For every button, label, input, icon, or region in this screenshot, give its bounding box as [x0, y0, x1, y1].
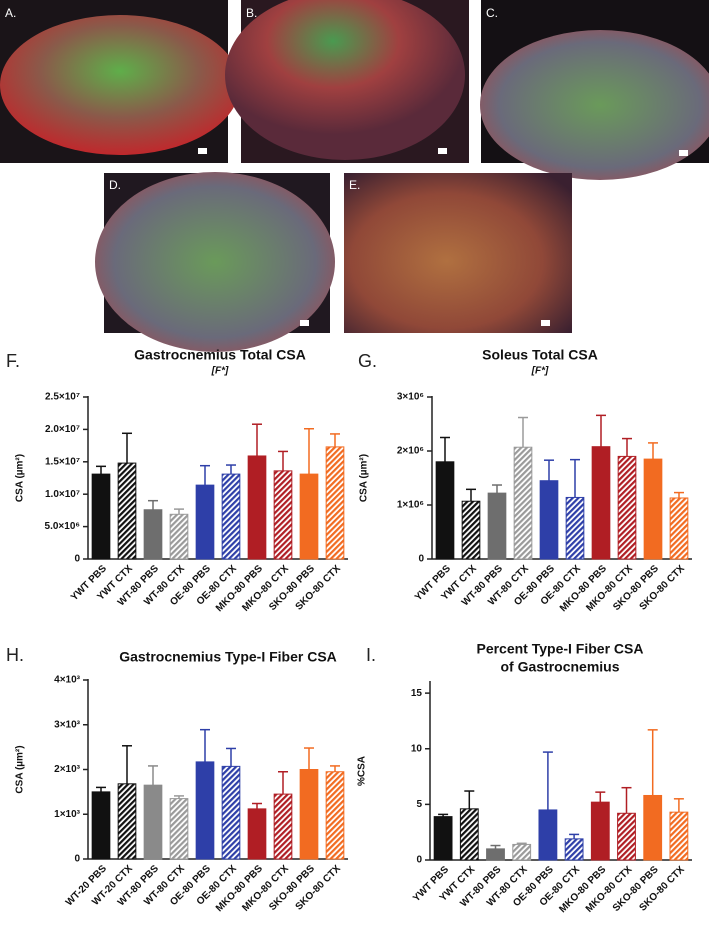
- tissue: [95, 172, 335, 352]
- bar: [617, 812, 636, 861]
- bar: [564, 838, 584, 861]
- panel-label: E.: [349, 178, 360, 192]
- bar: [169, 798, 189, 860]
- y-tick-label: 5: [416, 799, 422, 810]
- panel-label: I.: [366, 645, 376, 665]
- y-tick-label: 0: [416, 855, 422, 866]
- panel-label: C.: [486, 6, 498, 20]
- bar: [273, 470, 293, 560]
- tissue: [480, 30, 709, 180]
- tissue: [0, 15, 240, 155]
- chart-subtitle: [F*]: [531, 366, 549, 377]
- y-tick-label: 1×10⁶: [397, 500, 424, 511]
- bar: [325, 771, 345, 860]
- scale-bar: [300, 320, 309, 326]
- bar: [247, 455, 267, 560]
- scale-bar: [438, 148, 447, 154]
- scale-bar: [541, 320, 550, 326]
- bar: [539, 480, 559, 560]
- chart-title: of Gastrocnemius: [500, 659, 619, 675]
- panel-label: F.: [6, 351, 20, 371]
- bar: [169, 513, 189, 560]
- y-tick-label: 2.5×10⁷: [45, 392, 80, 403]
- tissue: [225, 0, 465, 160]
- y-tick-label: 1.0×10⁷: [45, 489, 80, 500]
- y-tick-label: 4×10³: [54, 675, 81, 686]
- bar: [221, 765, 241, 860]
- y-tick-label: 15: [411, 688, 423, 699]
- bar: [299, 473, 319, 560]
- bar: [513, 446, 533, 560]
- bar: [512, 843, 532, 861]
- scale-bar: [679, 150, 688, 156]
- panel-label: B.: [246, 6, 257, 20]
- bar: [117, 462, 137, 560]
- chart-title: Gastrocnemius Total CSA: [134, 347, 306, 363]
- y-axis-label: CSA (µm²): [359, 454, 370, 502]
- bar: [91, 791, 111, 860]
- chart-subtitle: [F*]: [211, 366, 229, 377]
- y-axis-label: CSA (µm²): [15, 454, 26, 502]
- bar: [669, 811, 689, 861]
- panel-label: A.: [5, 6, 16, 20]
- panel-label: G.: [358, 351, 377, 371]
- y-axis-label: CSA (µm²): [15, 745, 26, 793]
- bar: [487, 492, 507, 560]
- micrographs: A. B. C. D. E.: [0, 0, 709, 352]
- y-tick-label: 0: [74, 554, 80, 565]
- bar: [91, 473, 111, 560]
- bar: [590, 801, 610, 861]
- bar: [117, 783, 137, 860]
- scale-bar: [198, 148, 207, 154]
- y-tick-label: 5.0×10⁶: [45, 521, 80, 532]
- y-tick-label: 0: [418, 554, 424, 565]
- panel-label: H.: [6, 645, 24, 665]
- bar: [591, 446, 611, 560]
- chart-title: Soleus Total CSA: [482, 347, 598, 363]
- bar: [247, 808, 267, 860]
- y-tick-label: 1×10³: [54, 809, 81, 820]
- bar: [143, 784, 163, 860]
- bar: [617, 455, 637, 560]
- bar: [195, 761, 215, 860]
- y-tick-label: 2×10⁶: [397, 446, 424, 457]
- bar: [221, 473, 241, 560]
- y-axis-label: %CSA: [357, 756, 368, 786]
- image: [344, 173, 572, 333]
- chart-title: Percent Type-I Fiber CSA: [476, 641, 643, 657]
- bar: [143, 509, 163, 560]
- y-tick-label: 3×10⁶: [397, 392, 424, 403]
- bar: [565, 496, 585, 560]
- y-tick-label: 0: [74, 854, 80, 865]
- bar: [459, 808, 479, 861]
- bar: [643, 794, 663, 861]
- bar: [435, 461, 455, 560]
- bar: [195, 484, 215, 560]
- y-tick-label: 1.5×10⁷: [45, 456, 80, 467]
- bar: [325, 446, 345, 560]
- bar: [461, 500, 481, 560]
- y-tick-label: 10: [411, 743, 423, 754]
- bar: [538, 809, 558, 861]
- y-tick-label: 3×10³: [54, 719, 81, 730]
- bar: [669, 497, 689, 560]
- y-tick-label: 2.0×10⁷: [45, 424, 80, 435]
- bar: [486, 848, 505, 861]
- bar: [273, 793, 293, 860]
- chart-title: Gastrocnemius Type-I Fiber CSA: [119, 649, 337, 665]
- panel-label: D.: [109, 178, 121, 192]
- bar: [433, 816, 453, 861]
- y-tick-label: 2×10³: [54, 764, 81, 775]
- bar: [643, 458, 663, 560]
- bar: [299, 769, 319, 860]
